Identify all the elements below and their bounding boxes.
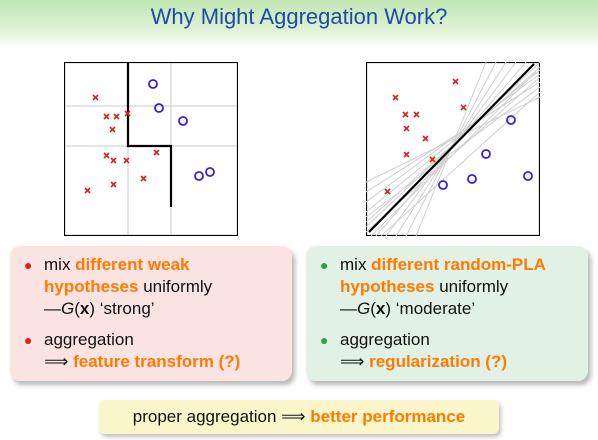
header-band xyxy=(0,0,598,50)
bullet-line: hypotheses uniformly xyxy=(44,276,212,298)
implies-arrow: ⟹ xyxy=(281,407,306,426)
cross-marker xyxy=(140,175,147,182)
text-run: uniformly xyxy=(138,277,213,296)
circle-marker xyxy=(481,149,491,159)
highlight-text: better performance xyxy=(310,407,466,426)
pla-line xyxy=(366,69,540,213)
weak-hypotheses-box: ● mix different weak hypotheses uniforml… xyxy=(10,246,292,381)
cross-marker xyxy=(153,149,160,156)
conclusion-box: proper aggregation ⟹ better performance xyxy=(99,400,499,434)
random-pla-box: ● mix different random-PLA hypotheses un… xyxy=(306,246,588,381)
pla-line xyxy=(366,96,540,183)
text-run: ‘strong’ xyxy=(99,299,155,318)
cross-marker xyxy=(84,187,91,194)
pla-line xyxy=(370,71,537,236)
highlight-text: different random-PLA xyxy=(371,255,546,274)
slide-title: Why Might Aggregation Work? xyxy=(150,4,448,29)
pla-line xyxy=(366,62,540,228)
bullet-line: hypotheses uniformly xyxy=(340,276,508,298)
highlight-text: different weak xyxy=(75,255,190,274)
circle-marker xyxy=(148,79,158,89)
cross-marker xyxy=(413,111,420,118)
aggregated-boundary xyxy=(368,63,535,233)
cross-marker xyxy=(403,125,410,132)
bullet-line: —G(x) ‘moderate’ xyxy=(340,299,476,318)
o-marker-group xyxy=(148,79,215,181)
text-run: — xyxy=(340,299,357,318)
math-symbol: x xyxy=(79,299,90,318)
o-marker-group xyxy=(438,115,533,190)
bullet-line: —G(x) ‘strong’ xyxy=(44,299,155,318)
cross-marker xyxy=(123,157,130,164)
cross-marker xyxy=(403,151,410,158)
weak-hypotheses-plot xyxy=(64,62,238,236)
cross-marker xyxy=(110,181,117,188)
cross-marker xyxy=(109,126,116,133)
circle-marker xyxy=(506,115,516,125)
pla-line xyxy=(366,81,540,193)
text-run: — xyxy=(44,299,61,318)
bullet-line: ⟹ feature transform (?) xyxy=(44,351,240,373)
bullet-line: ⟹ regularization (?) xyxy=(340,351,507,373)
circle-marker xyxy=(178,116,188,126)
cross-marker xyxy=(422,135,429,142)
text-run: mix xyxy=(44,255,76,274)
cross-marker xyxy=(124,110,131,117)
cross-marker xyxy=(429,156,436,163)
math-symbol: G xyxy=(61,299,75,318)
highlight-text: regularization (?) xyxy=(369,352,508,371)
math-symbol: G xyxy=(357,299,371,318)
pla-line xyxy=(366,73,540,203)
bullet-dot-icon: ● xyxy=(24,332,33,348)
cross-marker xyxy=(113,113,120,120)
math-symbol: x xyxy=(375,299,386,318)
circle-marker xyxy=(467,174,477,184)
implies-arrow: ⟹ xyxy=(340,352,365,371)
random-pla-plot xyxy=(366,62,540,236)
pla-line xyxy=(366,86,540,218)
cross-marker xyxy=(92,94,99,101)
cross-marker xyxy=(110,157,117,164)
cross-marker xyxy=(103,152,110,159)
implies-arrow: ⟹ xyxy=(44,352,69,371)
bullet-dot-icon: ● xyxy=(24,257,33,273)
highlight-text: hypotheses xyxy=(340,277,435,296)
cross-marker xyxy=(460,104,467,111)
highlight-text: hypotheses xyxy=(44,277,139,296)
x-marker-group xyxy=(384,78,467,195)
circle-marker xyxy=(438,180,448,190)
text-run: uniformly xyxy=(434,277,509,296)
text-run: mix xyxy=(340,255,372,274)
text-run: ‘moderate’ xyxy=(395,299,476,318)
highlight-text: feature transform (?) xyxy=(73,352,241,371)
x-marker-group xyxy=(84,94,160,194)
circle-marker xyxy=(523,171,533,181)
plot-frame xyxy=(64,62,238,236)
cross-marker xyxy=(384,188,391,195)
circle-marker xyxy=(205,167,215,177)
circle-marker xyxy=(154,103,164,113)
random-pla-svg xyxy=(366,62,540,236)
bullet-dot-icon: ● xyxy=(320,332,329,348)
text-run: proper aggregation xyxy=(132,407,282,426)
bullet-line: mix different weak xyxy=(44,254,189,276)
cross-marker xyxy=(452,78,459,85)
cross-marker xyxy=(402,111,409,118)
aggregated-boundary xyxy=(126,63,173,207)
circle-marker xyxy=(194,171,204,181)
bullet-line: aggregation xyxy=(44,330,134,349)
bullet-dot-icon: ● xyxy=(320,257,329,273)
cross-marker xyxy=(392,94,399,101)
bullet-line: mix different random-PLA xyxy=(340,254,546,276)
cross-marker xyxy=(103,113,110,120)
bullet-line: aggregation xyxy=(340,330,430,349)
weak-hypotheses-svg xyxy=(64,62,238,236)
